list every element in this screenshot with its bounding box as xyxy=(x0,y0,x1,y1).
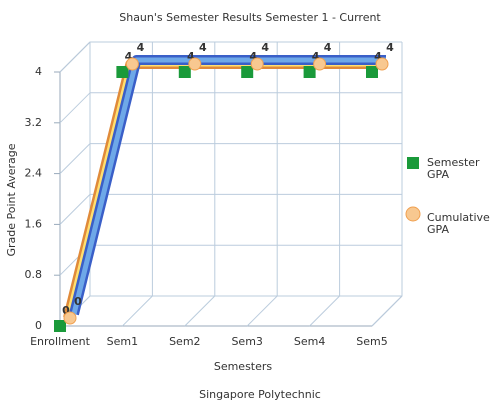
floor-line xyxy=(122,295,153,327)
y-tick-label: 0 xyxy=(35,319,42,332)
marker xyxy=(188,57,202,71)
marker xyxy=(54,320,66,332)
y-tick-label: 4 xyxy=(35,65,42,78)
legend-marker xyxy=(405,206,421,222)
floor-line xyxy=(184,295,216,327)
legend-label: Semester GPA xyxy=(427,156,480,181)
marker xyxy=(250,57,264,71)
y-tick-label: 1.6 xyxy=(25,217,43,230)
data-label: 4 xyxy=(324,41,332,54)
marker xyxy=(313,57,327,71)
floor-line xyxy=(246,295,278,327)
data-label: 4 xyxy=(137,41,145,54)
marker xyxy=(116,66,129,78)
floor-line xyxy=(371,295,403,327)
marker xyxy=(366,66,378,78)
x-axis-title: Semesters xyxy=(214,360,273,373)
series-band xyxy=(63,59,380,320)
x-tick-label: Sem2 xyxy=(169,335,200,348)
y-axis-title: Grade Point Average xyxy=(5,143,18,256)
y-tick-label: 2.4 xyxy=(25,167,43,180)
x-tick-label: Sem5 xyxy=(356,335,387,348)
series-line xyxy=(65,61,380,319)
grid-line xyxy=(59,41,91,73)
data-label: 4 xyxy=(261,41,269,54)
x-tick-label: Sem3 xyxy=(231,335,262,348)
data-label: 0 xyxy=(62,304,70,317)
data-label: 4 xyxy=(199,41,207,54)
x-tick-label: Sem1 xyxy=(107,335,138,348)
grid-line xyxy=(59,194,91,225)
data-label: 4 xyxy=(386,41,394,54)
legend-marker xyxy=(407,157,419,169)
marker xyxy=(375,57,389,71)
marker xyxy=(63,311,77,325)
marker xyxy=(125,57,139,71)
grid-line xyxy=(59,92,91,124)
legend-label: Cumulative GPA xyxy=(427,211,490,236)
data-label: 4 xyxy=(187,50,195,63)
floor-line xyxy=(309,295,340,327)
y-tick-label: 0.8 xyxy=(25,268,43,281)
marker xyxy=(241,66,254,78)
grid-line xyxy=(59,143,91,174)
data-label: 4 xyxy=(312,50,320,63)
footer: Singapore Polytechnic xyxy=(199,388,321,401)
data-label: 4 xyxy=(249,50,257,63)
y-tick-label: 3.2 xyxy=(25,116,43,129)
data-label: 4 xyxy=(374,50,382,63)
x-tick-label: Enrollment xyxy=(30,335,90,348)
data-label: 0 xyxy=(74,295,82,308)
x-tick-label: Sem4 xyxy=(294,335,325,348)
data-label: 4 xyxy=(125,50,133,63)
marker xyxy=(178,66,191,78)
series-line xyxy=(71,57,386,315)
chart-title: Shaun's Semester Results Semester 1 - Cu… xyxy=(119,11,381,24)
marker xyxy=(303,66,316,78)
